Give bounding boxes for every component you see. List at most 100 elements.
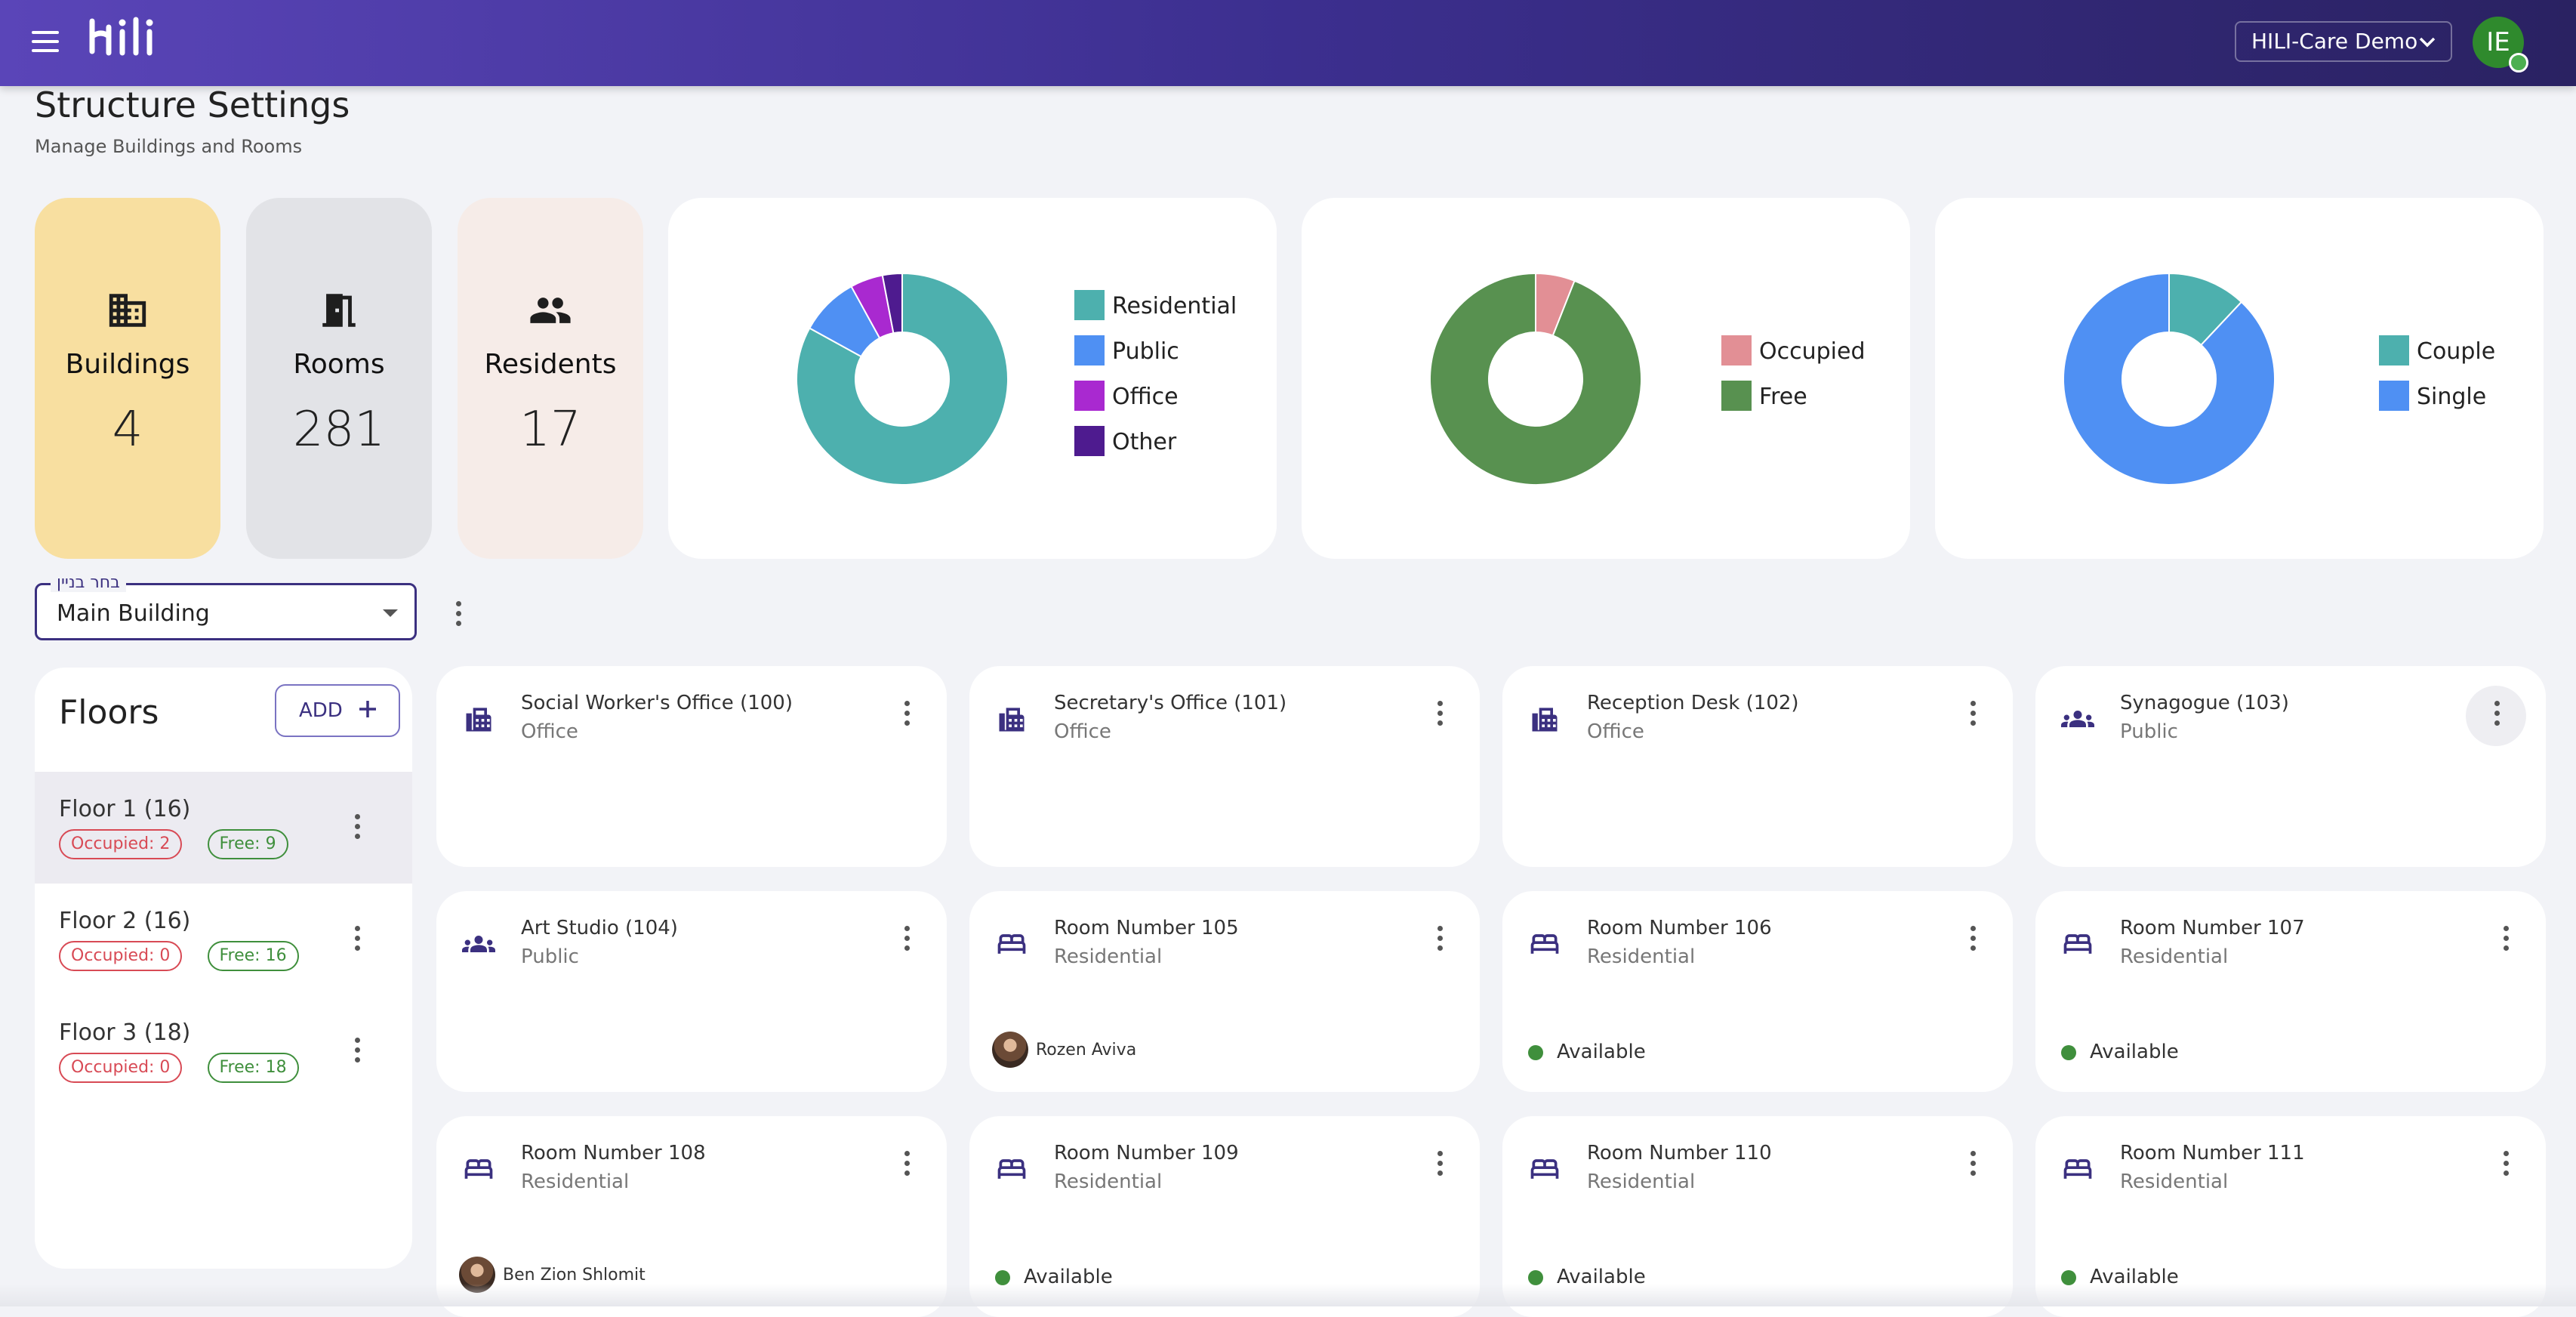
room-options-button[interactable] (1969, 926, 1977, 955)
fax-icon (1532, 708, 1558, 732)
occupied-chip: Occupied: 0 (59, 1053, 183, 1083)
available-dot-icon (2061, 1270, 2076, 1285)
room-type: Public (521, 945, 579, 968)
floor-name: Floor 3 (18) (59, 1019, 191, 1046)
available-dot-icon (1528, 1270, 1543, 1285)
room-options-button[interactable] (1436, 1151, 1444, 1180)
available-dot-icon (1528, 1045, 1543, 1060)
legend-label: Single (2417, 384, 2487, 410)
room-type: Residential (1587, 1170, 1696, 1193)
stat-value: 4 (112, 402, 143, 458)
more-vert-icon (1436, 701, 1444, 726)
room-options-button[interactable] (2466, 686, 2526, 746)
building-select[interactable]: בחר בניין Main Building (35, 573, 417, 640)
available-dot-icon (2061, 1045, 2076, 1060)
floors-panel: Floors ADD Floor 1 (16) Occupied: 2 Free: … (35, 668, 412, 1269)
page-subtitle: Manage Buildings and Rooms (35, 136, 303, 157)
room-card[interactable]: Room Number 107 Residential Available (2035, 891, 2546, 1092)
room-type: Residential (2120, 1170, 2229, 1193)
group-icon (462, 936, 495, 952)
room-options-button[interactable] (1969, 701, 1977, 730)
add-floor-button[interactable]: ADD (275, 684, 400, 737)
resident-name: Ben Zion Shlomit (503, 1266, 646, 1285)
floor-row[interactable]: Floor 1 (16) Occupied: 2 Free: 9 (35, 772, 412, 884)
room-name: Room Number 105 (1054, 917, 1239, 939)
room-card[interactable]: Social Worker's Office (100) Office (436, 666, 947, 867)
room-card[interactable]: Secretary's Office (101) Office (969, 666, 1480, 867)
more-vert-icon (1969, 1151, 1977, 1176)
room-options-button[interactable] (1436, 701, 1444, 730)
more-vert-icon (1436, 926, 1444, 951)
floor-options-menu-icon[interactable] (353, 1038, 361, 1067)
group-icon (2061, 711, 2094, 727)
room-options-button[interactable] (1969, 1151, 1977, 1180)
room-name: Room Number 109 (1054, 1142, 1239, 1164)
stat-card-buildings: Buildings 4 (35, 198, 220, 559)
room-name: Room Number 106 (1587, 917, 1772, 939)
more-vert-icon (2502, 926, 2510, 951)
floor-row[interactable]: Floor 2 (16) Occupied: 0 Free: 16 (35, 884, 412, 995)
room-name: Secretary's Office (101) (1054, 692, 1287, 714)
room-card[interactable]: Room Number 106 Residential Available (1502, 891, 2013, 1092)
legend-label: Couple (2417, 338, 2496, 365)
stat-card-rooms: Rooms 281 (246, 198, 432, 559)
more-vert-icon (2502, 1151, 2510, 1176)
donut-slice-single[interactable] (2063, 272, 2276, 486)
legend-label: Residential (1112, 293, 1237, 319)
organization-select[interactable]: HILI-Care Demo (2235, 21, 2452, 62)
stat-card-residents: Residents 17 (458, 198, 643, 559)
legend-label: Other (1112, 429, 1177, 455)
floor-name: Floor 2 (16) (59, 908, 191, 934)
room-card[interactable]: Art Studio (104) Public (436, 891, 947, 1092)
more-vert-icon (903, 701, 911, 726)
stat-value: 281 (292, 402, 386, 458)
top-app-bar: HILI-Care Demo IE (0, 0, 2576, 86)
room-options-button[interactable] (2502, 1151, 2510, 1180)
room-card[interactable]: Room Number 105 Residential Rozen Aviva (969, 891, 1480, 1092)
plus-icon (359, 701, 376, 717)
room-card[interactable]: Reception Desk (102) Office (1502, 666, 2013, 867)
room-options-button[interactable] (903, 1151, 911, 1180)
add-floor-label: ADD (299, 699, 343, 722)
room-options-button[interactable] (903, 926, 911, 955)
legend-swatch (1721, 335, 1752, 365)
hamburger-menu-icon[interactable] (32, 31, 59, 55)
more-vert-icon (1969, 701, 1977, 726)
room-type: Residential (1054, 945, 1163, 968)
room-options-button[interactable] (903, 701, 911, 730)
floor-row[interactable]: Floor 3 (18) Occupied: 0 Free: 18 (35, 995, 412, 1107)
legend-swatch (1074, 335, 1105, 365)
room-name: Social Worker's Office (100) (521, 692, 793, 714)
room-options-button[interactable] (2502, 926, 2510, 955)
availability-label: Available (1557, 1041, 1646, 1063)
bed-icon (464, 1159, 493, 1179)
legend-label: Public (1112, 338, 1179, 365)
donut-slice-other[interactable] (881, 272, 903, 335)
room-type: Residential (1587, 945, 1696, 968)
hili-logo[interactable] (86, 14, 162, 60)
floor-options-menu-icon[interactable] (353, 926, 361, 955)
legend-swatch (1074, 381, 1105, 411)
bed-icon (1530, 1159, 1559, 1179)
bottom-fade (0, 1284, 2576, 1306)
resident-avatar (992, 1032, 1028, 1068)
room-options-button[interactable] (1436, 926, 1444, 955)
room-card[interactable]: Synagogue (103) Public (2035, 666, 2546, 867)
floors-title: Floors (59, 693, 159, 732)
floor-options-menu-icon[interactable] (353, 814, 361, 844)
donut-slice-residential[interactable] (796, 272, 1009, 486)
free-chip: Free: 18 (207, 1053, 299, 1083)
availability-label: Available (2090, 1041, 2179, 1063)
more-vert-icon (903, 1151, 911, 1176)
room-type-donut-chart (796, 272, 1009, 486)
donut-slice-free[interactable] (1429, 272, 1642, 486)
building-options-menu-icon[interactable] (454, 601, 462, 631)
legend-label: Office (1112, 384, 1179, 410)
chart-card-occupancy: Occupied Free (1302, 198, 1910, 559)
bed-icon (997, 1159, 1026, 1179)
chart-card-room-types: Residential Public Office Other (668, 198, 1277, 559)
room-card[interactable]: Room Number 111 Residential Available (2035, 1116, 2546, 1317)
legend-swatch (1074, 426, 1105, 456)
user-avatar[interactable]: IE (2473, 17, 2528, 72)
online-status-dot (2509, 53, 2528, 72)
